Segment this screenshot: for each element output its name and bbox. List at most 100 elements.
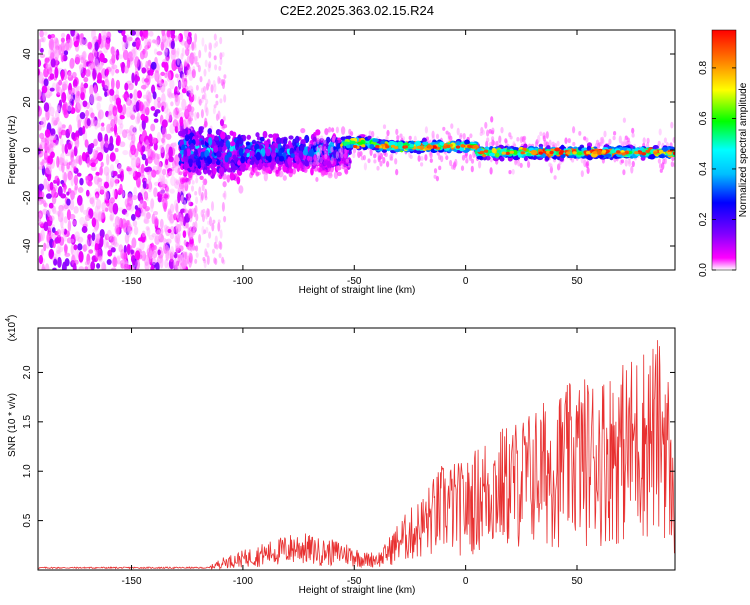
heatmap-cell <box>136 112 141 124</box>
heatmap-cell <box>323 138 327 145</box>
heatmap-cell <box>592 151 598 155</box>
heatmap-cell <box>41 85 48 94</box>
heatmap-cell <box>43 202 48 208</box>
heatmap-cell <box>294 135 300 143</box>
heatmap-cell <box>352 147 356 154</box>
heatmap-cell <box>104 75 109 83</box>
heatmap-cell <box>310 167 314 176</box>
heatmap-cell <box>63 50 69 56</box>
heatmap-cell <box>219 229 223 239</box>
heatmap-cell <box>200 159 205 169</box>
heatmap-cell <box>97 132 103 142</box>
heatmap-cell <box>117 259 121 265</box>
heatmap-cell <box>94 233 101 241</box>
heatmap-cell <box>61 92 67 104</box>
heatmap-cell <box>76 90 81 96</box>
heatmap-cell <box>204 43 208 53</box>
heatmap-cell <box>86 156 91 168</box>
heatmap-cell <box>38 232 41 244</box>
heatmap-cell <box>208 61 212 69</box>
heatmap-cell <box>208 231 212 239</box>
heatmap-cell <box>159 180 166 191</box>
heatmap-cell <box>347 162 352 168</box>
heatmap-cell <box>159 228 164 235</box>
heatmap-cell <box>186 69 190 76</box>
heatmap-cell <box>140 84 147 90</box>
heatmap-cell <box>201 184 205 192</box>
heatmap-cell <box>41 266 46 270</box>
heatmap-cell <box>227 151 232 158</box>
heatmap-cell <box>40 196 45 204</box>
heatmap-cell <box>131 133 136 144</box>
heatmap-cell <box>106 31 111 39</box>
heatmap-cell <box>75 53 81 65</box>
heatmap-cell <box>292 162 298 169</box>
heatmap-cell <box>109 88 115 96</box>
heatmap-cell <box>336 165 340 172</box>
heatmap-cell <box>109 197 115 204</box>
heatmap-cell <box>223 215 227 223</box>
heatmap-cell <box>217 219 221 224</box>
heatmap-cell <box>140 113 146 121</box>
heatmap-cell <box>131 237 137 249</box>
heatmap-cell <box>153 118 159 123</box>
heatmap-cell <box>357 141 364 145</box>
heatmap-cell <box>576 151 583 156</box>
heatmap-cell <box>268 133 274 138</box>
heatmap-cell <box>219 57 223 66</box>
heatmap-cell <box>194 33 198 43</box>
heatmap-cell <box>161 93 166 105</box>
heatmap-cell <box>135 175 141 188</box>
heatmap-cell <box>51 227 56 234</box>
heatmap-cell <box>136 90 143 99</box>
heatmap-cell <box>508 170 512 175</box>
heatmap-cell <box>103 166 110 176</box>
heatmap-cell <box>97 151 104 162</box>
heatmap-cell <box>512 147 517 151</box>
heatmap-cell <box>225 139 231 148</box>
heatmap-cell <box>140 212 145 217</box>
heatmap-cell <box>167 208 172 216</box>
heatmap-cell <box>160 41 165 51</box>
heatmap-cell <box>186 255 190 265</box>
heatmap-cell <box>104 39 111 50</box>
heatmap-cell <box>166 173 170 178</box>
heatmap-cell <box>102 35 107 42</box>
heatmap-cell <box>215 160 221 166</box>
heatmap-cell <box>119 141 126 148</box>
heatmap-cell <box>438 154 442 161</box>
heatmap-cell <box>157 100 162 109</box>
heatmap-cell <box>43 178 48 190</box>
heatmap-cell <box>126 106 131 118</box>
heatmap-cell <box>349 140 356 144</box>
heatmap-cell <box>131 168 137 173</box>
heatmap-cell <box>431 130 435 139</box>
heatmap-cell <box>189 143 195 150</box>
heatmap-cell <box>340 126 346 135</box>
heatmap-cell <box>129 102 135 112</box>
heatmap-cell <box>68 82 73 95</box>
heatmap-cell <box>396 134 400 141</box>
heatmap-cell <box>438 165 442 171</box>
heatmap-cell <box>110 77 115 90</box>
heatmap-cell <box>213 55 217 61</box>
heatmap-cell <box>323 159 329 166</box>
heatmap-cell <box>213 43 217 49</box>
heatmap-cell <box>272 133 278 140</box>
heatmap-cell <box>112 189 116 198</box>
heatmap-cell <box>132 194 138 201</box>
heatmap-cell <box>523 155 528 162</box>
heatmap-cell <box>105 153 110 166</box>
heatmap-cell <box>93 84 98 95</box>
heatmap-cell <box>226 167 232 173</box>
heatmap-cell <box>491 139 495 147</box>
heatmap-cell <box>294 155 299 162</box>
heatmap-cell <box>170 142 177 148</box>
heatmap-cell <box>176 107 183 112</box>
heatmap-cell <box>168 258 175 270</box>
heatmap-cell <box>189 95 195 102</box>
heatmap-cell <box>70 233 76 246</box>
heatmap-cell <box>424 154 428 161</box>
heatmap-cell <box>64 79 68 86</box>
heatmap-cell <box>300 138 306 145</box>
